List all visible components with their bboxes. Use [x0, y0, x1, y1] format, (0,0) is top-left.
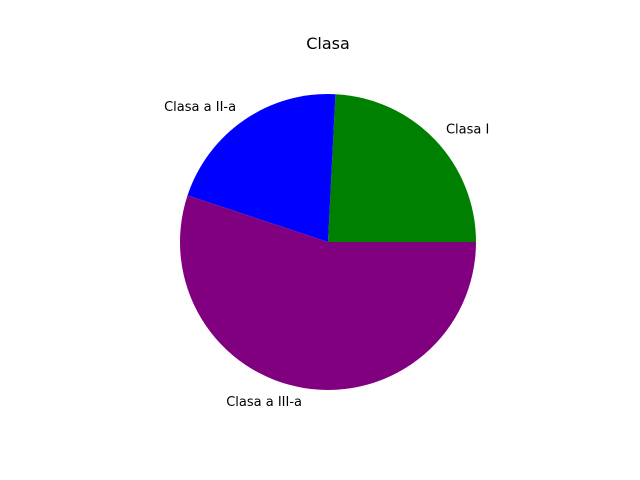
pie-slice-clasa-a-iii-a: [180, 195, 476, 390]
pie-label-clasa-a-iii-a: Clasa a III-a: [226, 395, 302, 410]
pie-slice-clasa-a-ii-a: [187, 94, 336, 242]
pie-slice-clasa-i: [328, 94, 476, 242]
pie-label-clasa-i: Clasa I: [446, 122, 489, 137]
pie-label-clasa-a-ii-a: Clasa a II-a: [164, 100, 236, 115]
pie-slices: [180, 94, 476, 390]
pie-labels: Clasa I Clasa a II-a Clasa a III-a: [164, 100, 489, 410]
chart-title: Clasa: [306, 34, 350, 53]
